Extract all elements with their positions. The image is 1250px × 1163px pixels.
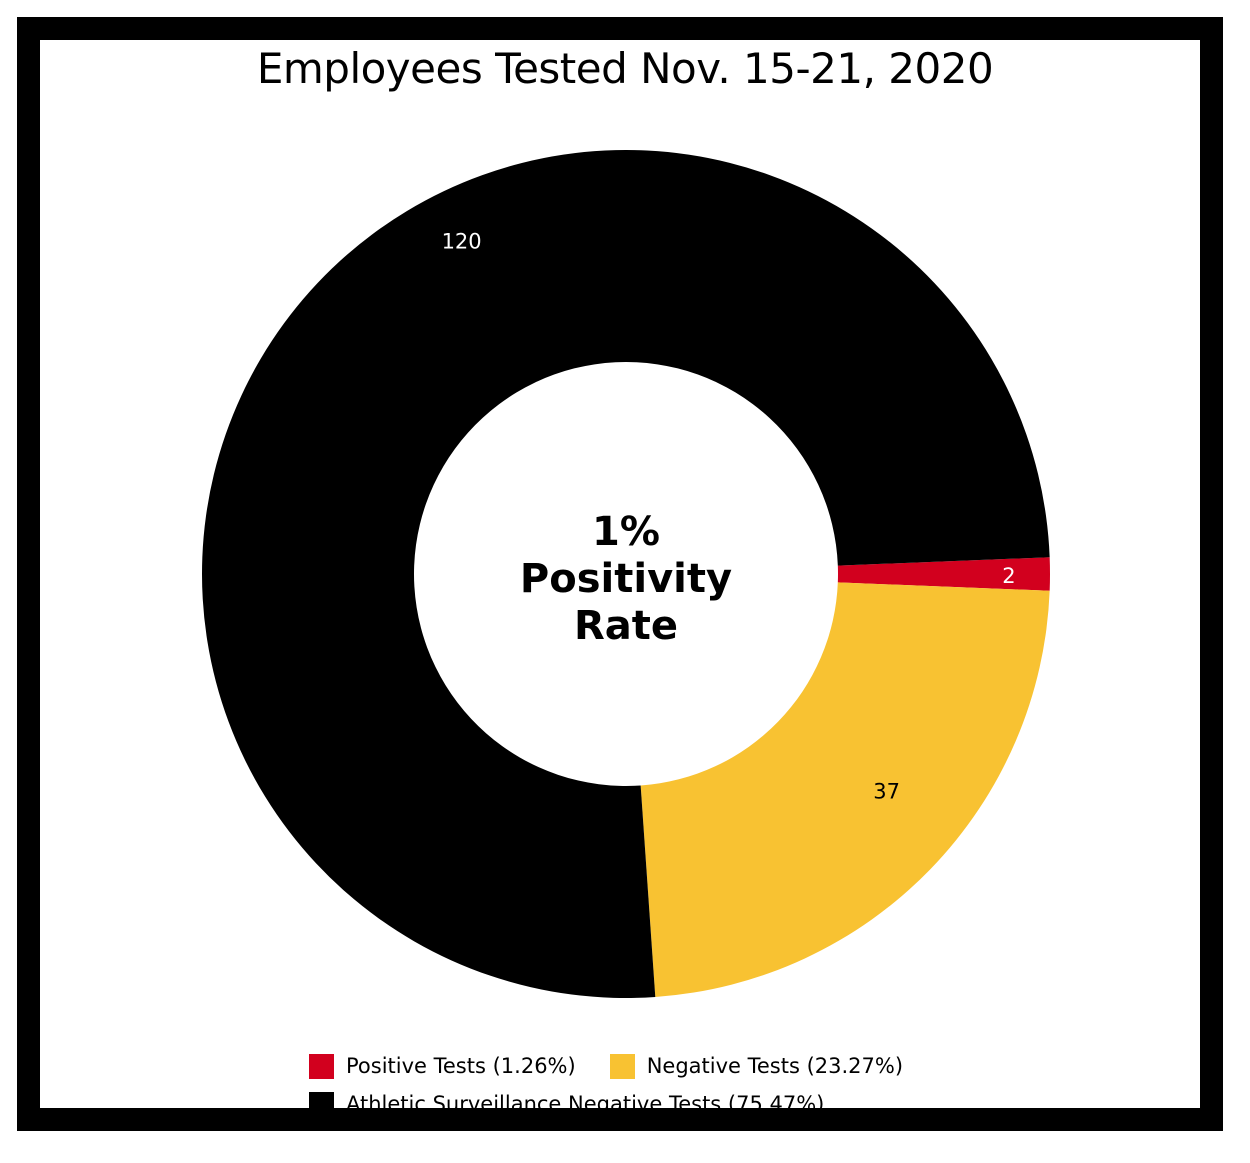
slice-positive bbox=[837, 557, 1050, 591]
legend-swatch-athletic bbox=[309, 1091, 334, 1117]
chart-legend: Positive Tests (1.26%) Negative Tests (2… bbox=[309, 1049, 937, 1125]
legend-item-positive: Positive Tests (1.26%) bbox=[309, 1053, 576, 1079]
legend-swatch-negative bbox=[609, 1053, 635, 1079]
slice-athletic bbox=[201, 150, 1050, 999]
center-text-line-1: 1% bbox=[592, 509, 660, 555]
legend-swatch-positive bbox=[309, 1053, 334, 1079]
legend-item-negative: Negative Tests (23.27%) bbox=[609, 1053, 904, 1079]
legend-row-1: Positive Tests (1.26%) Negative Tests (2… bbox=[309, 1049, 937, 1083]
slice-negative bbox=[640, 582, 1050, 997]
chart-title: Employees Tested Nov. 15-21, 2020 bbox=[256, 44, 994, 93]
legend-item-athletic: Athletic Surveillance Negative Tests (75… bbox=[309, 1091, 825, 1117]
center-text-line-2: Positivity bbox=[520, 556, 732, 602]
center-text-line-3: Rate bbox=[574, 603, 678, 649]
data-label-positive: 2 bbox=[1002, 564, 1015, 588]
data-label-negative: 37 bbox=[873, 779, 900, 803]
legend-label-negative: Negative Tests (23.27%) bbox=[646, 1054, 904, 1078]
legend-row-2: Athletic Surveillance Negative Tests (75… bbox=[309, 1087, 937, 1121]
legend-label-positive: Positive Tests (1.26%) bbox=[346, 1054, 576, 1078]
legend-label-athletic: Athletic Surveillance Negative Tests (75… bbox=[346, 1092, 825, 1116]
data-label-athletic: 120 bbox=[442, 230, 482, 254]
